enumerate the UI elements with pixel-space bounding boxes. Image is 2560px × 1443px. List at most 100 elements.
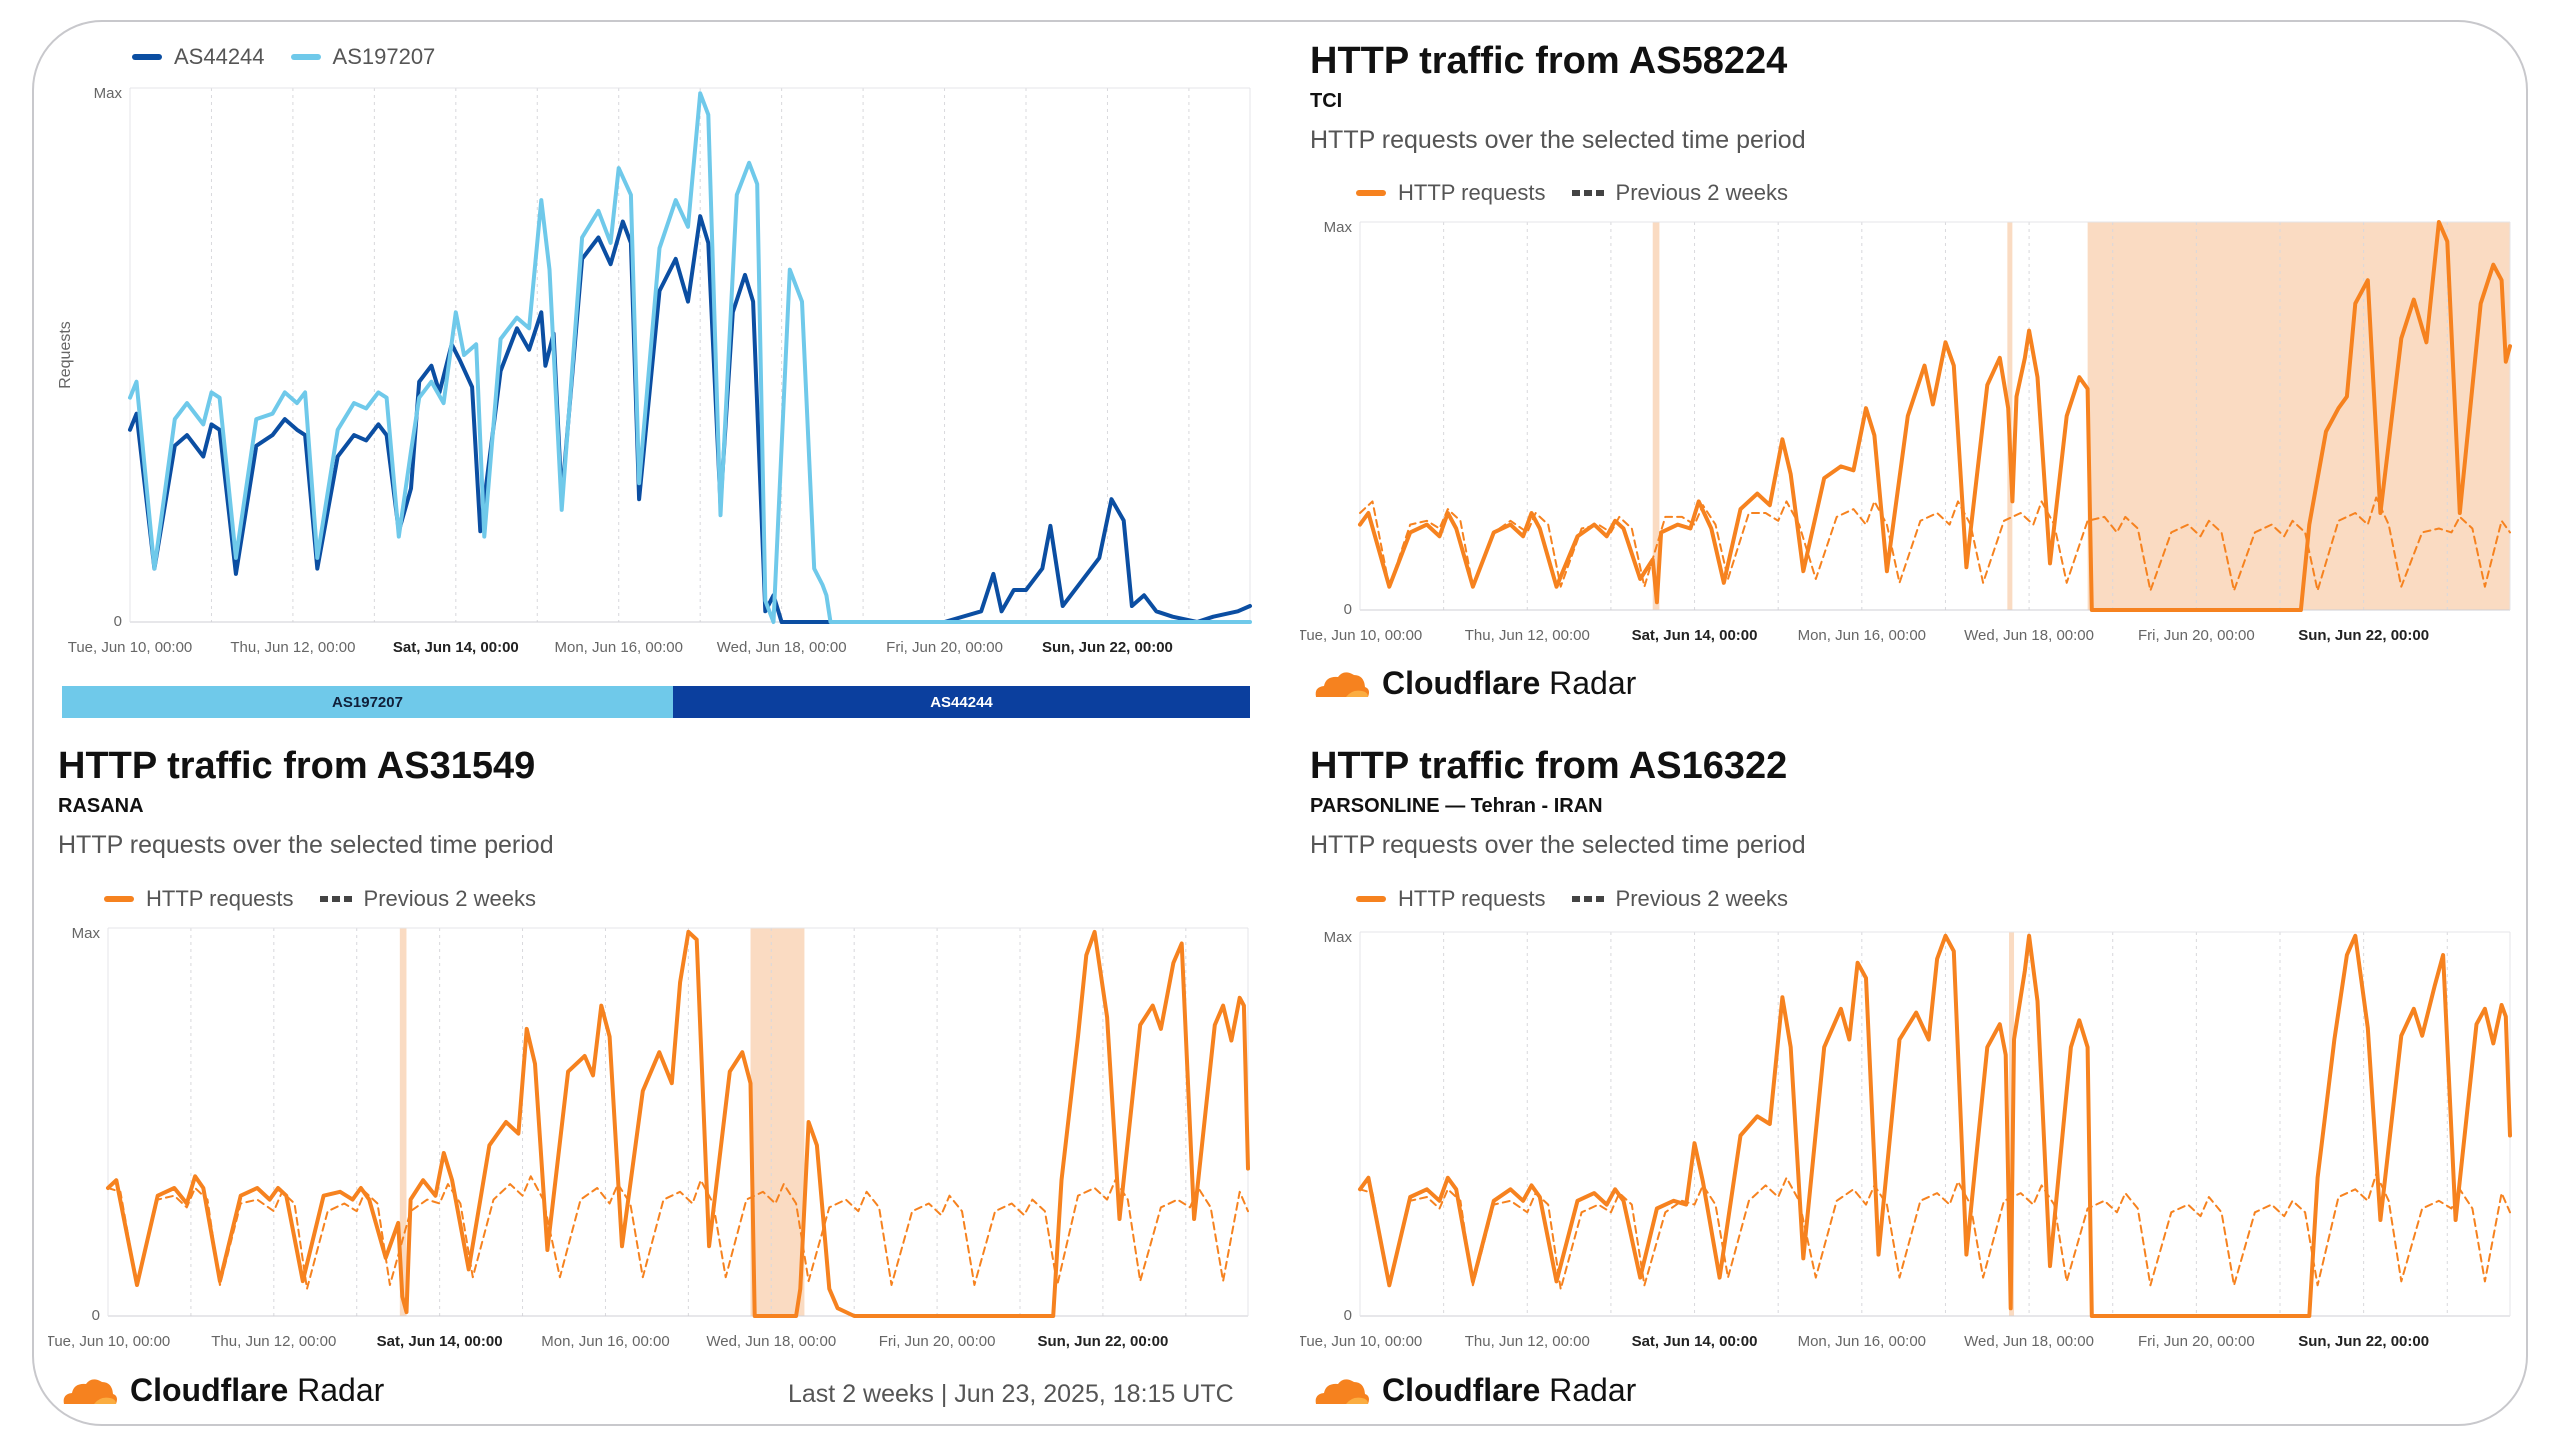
legend-swatch <box>290 54 321 60</box>
bar-segment-as44244: AS44244 <box>673 686 1250 718</box>
y-tick-label-zero: 0 <box>1344 601 1352 618</box>
series-line-http-requests <box>1358 220 2512 612</box>
x-tick-label: Fri, Jun 20, 00:00 <box>886 639 1003 656</box>
legend-label: Previous 2 weeks <box>1615 180 1788 205</box>
panel-title: HTTP traffic from AS16322 <box>1310 745 1788 787</box>
y-tick-label-zero: 0 <box>92 1307 100 1324</box>
x-tick-label: Sun, Jun 22, 00:00 <box>2298 1333 2429 1350</box>
timestamp: Last 2 weeks | Jun 23, 2025, 18:15 UTC <box>788 1380 1234 1408</box>
legend-swatch <box>132 54 162 60</box>
x-tick-label: Sat, Jun 14, 00:00 <box>377 1333 503 1350</box>
x-tick-label: Mon, Jun 16, 00:00 <box>1798 1333 1926 1350</box>
highlight-band <box>750 928 805 1316</box>
x-tick-label: Tue, Jun 10, 00:00 <box>1300 627 1422 644</box>
legend: HTTP requests Previous 2 weeks <box>104 886 562 912</box>
x-tick-label: Sat, Jun 14, 00:00 <box>1632 1333 1758 1350</box>
y-tick-label-max: Max <box>1324 929 1353 946</box>
y-tick-label-max: Max <box>94 85 123 102</box>
x-tick-label: Tue, Jun 10, 00:00 <box>68 639 193 656</box>
legend-item-requests: HTTP requests <box>104 886 294 912</box>
legend-item-as197207: AS197207 <box>290 44 436 70</box>
panel-title: HTTP traffic from AS58224 <box>1310 40 1788 82</box>
x-tick-label: Tue, Jun 10, 00:00 <box>48 1333 170 1350</box>
bar-label: AS44244 <box>930 693 993 711</box>
x-tick-label: Thu, Jun 12, 00:00 <box>1465 627 1590 644</box>
legend: HTTP requests Previous 2 weeks <box>1356 886 1814 912</box>
x-tick-label: Mon, Jun 16, 00:00 <box>555 639 683 656</box>
x-tick-label: Thu, Jun 12, 00:00 <box>1465 1333 1590 1350</box>
legend-swatch <box>104 896 134 902</box>
chart-as16322: Max 0 Tue, Jun 10, 00:00 Thu, Jun 12, 00:00… <box>1300 929 2512 1350</box>
legend: AS44244 AS197207 <box>132 44 461 70</box>
panel-description: HTTP requests over the selected time per… <box>1310 126 1806 154</box>
cloudflare-cloud-icon <box>1315 671 1369 697</box>
legend-swatch <box>1356 190 1386 196</box>
x-tick-label: Fri, Jun 20, 00:00 <box>2138 1333 2255 1350</box>
x-tick-label: Sun, Jun 22, 00:00 <box>1042 639 1173 656</box>
y-tick-label-max: Max <box>1324 219 1353 236</box>
legend: HTTP requests Previous 2 weeks <box>1356 180 1814 206</box>
brand-name: Cloudflare Radar <box>1382 1372 1637 1408</box>
panel-subtitle: TCI <box>1310 90 1343 112</box>
series-line-previous-2-weeks <box>1359 496 2511 592</box>
x-tick-label: Thu, Jun 12, 00:00 <box>211 1333 336 1350</box>
highlight-band <box>399 928 407 1316</box>
legend-item-requests: HTTP requests <box>1356 886 1546 912</box>
brand-footer: Cloudflare Radar <box>58 1372 384 1409</box>
x-tick-label: Sun, Jun 22, 00:00 <box>2298 627 2429 644</box>
highlight-band <box>1652 222 1660 610</box>
series-line-http-requests <box>1358 933 2512 1318</box>
y-tick-label-zero: 0 <box>114 613 122 630</box>
series-line-as197207 <box>128 91 1252 624</box>
legend-item-requests: HTTP requests <box>1356 180 1546 206</box>
y-tick-label-zero: 0 <box>1344 1307 1352 1324</box>
panel-subtitle: RASANA <box>58 795 144 817</box>
legend-label: AS44244 <box>174 44 265 69</box>
x-tick-label: Wed, Jun 18, 00:00 <box>717 639 847 656</box>
series-line-as44244 <box>128 214 1252 624</box>
y-tick-label-max: Max <box>72 925 101 942</box>
panel-description: HTTP requests over the selected time per… <box>58 831 554 859</box>
legend-dash-swatch <box>1571 190 1604 196</box>
legend-label: HTTP requests <box>1398 180 1546 205</box>
legend-item-as44244: AS44244 <box>132 44 265 70</box>
legend-dash-swatch <box>1571 896 1604 902</box>
brand-footer: Cloudflare Radar <box>1310 1372 1636 1409</box>
x-tick-label: Wed, Jun 18, 00:00 <box>1964 1333 2094 1350</box>
x-tick-label: Tue, Jun 10, 00:00 <box>1300 1333 1422 1350</box>
x-tick-label: Fri, Jun 20, 00:00 <box>879 1333 996 1350</box>
cloudflare-cloud-icon <box>1315 1378 1369 1404</box>
x-tick-label: Mon, Jun 16, 00:00 <box>1798 627 1926 644</box>
legend-dash-swatch <box>319 896 352 902</box>
legend-item-previous: Previous 2 weeks <box>319 886 536 912</box>
x-tick-label: Sat, Jun 14, 00:00 <box>1632 627 1758 644</box>
legend-swatch <box>1356 896 1386 902</box>
legend-item-previous: Previous 2 weeks <box>1571 180 1788 206</box>
chart-as31549: Max 0 Tue, Jun 10, 00:00 Thu, Jun 12, 00:00… <box>48 925 1250 1350</box>
panel-description: HTTP requests over the selected time per… <box>1310 831 1806 859</box>
series-line-previous-2-weeks <box>1359 1172 2511 1291</box>
legend-label: HTTP requests <box>1398 886 1546 911</box>
bar-segment-as197207: AS197207 <box>62 686 673 718</box>
bar-label: AS197207 <box>332 693 403 711</box>
brand-name: Cloudflare Radar <box>1382 665 1637 701</box>
x-tick-label: Thu, Jun 12, 00:00 <box>230 639 355 656</box>
series-line-http-requests <box>106 929 1250 1318</box>
panel-title: HTTP traffic from AS31549 <box>58 745 536 787</box>
y-axis-label: Requests <box>57 321 74 389</box>
brand-name: Cloudflare Radar <box>130 1372 385 1408</box>
legend-label: Previous 2 weeks <box>1615 886 1788 911</box>
panel-subtitle: PARSONLINE — Tehran - IRAN <box>1310 795 1603 817</box>
cloudflare-cloud-icon <box>63 1378 117 1404</box>
x-tick-label: Fri, Jun 20, 00:00 <box>2138 627 2255 644</box>
x-tick-label: Sun, Jun 22, 00:00 <box>1037 1333 1168 1350</box>
legend-item-previous: Previous 2 weeks <box>1571 886 1788 912</box>
x-tick-label: Sat, Jun 14, 00:00 <box>393 639 519 656</box>
x-tick-label: Wed, Jun 18, 00:00 <box>1964 627 2094 644</box>
legend-label: HTTP requests <box>146 886 294 911</box>
brand-footer: Cloudflare Radar <box>1310 665 1636 702</box>
x-tick-label: Mon, Jun 16, 00:00 <box>541 1333 669 1350</box>
highlight-band <box>2087 222 2510 610</box>
legend-label: AS197207 <box>332 44 436 69</box>
legend-label: Previous 2 weeks <box>363 886 536 911</box>
